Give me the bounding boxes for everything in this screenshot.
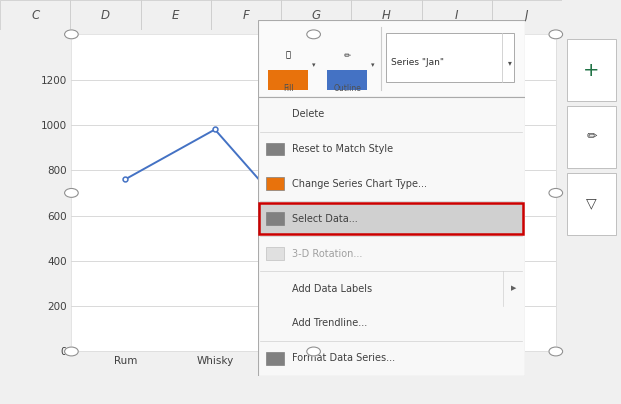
Text: Reset to Match Style: Reset to Match Style (292, 144, 394, 154)
Text: ▾: ▾ (371, 62, 374, 67)
Text: D: D (101, 8, 110, 22)
Text: C: C (31, 8, 39, 22)
Text: 3-D Rotation...: 3-D Rotation... (292, 248, 363, 259)
Bar (351, 0, 422, 30)
Circle shape (65, 189, 78, 198)
Bar (0, 0, 70, 30)
Text: ▾: ▾ (508, 58, 512, 67)
Bar (266, 213, 284, 225)
Circle shape (549, 189, 563, 198)
Text: ✏: ✏ (586, 130, 597, 143)
Bar (266, 177, 284, 190)
Bar (140, 0, 211, 30)
Text: Outline: Outline (333, 84, 361, 93)
Circle shape (549, 30, 563, 39)
Bar (422, 0, 492, 30)
Title: Jan: Jan (301, 12, 327, 30)
Text: G: G (312, 8, 320, 22)
FancyBboxPatch shape (258, 97, 525, 376)
Text: F: F (243, 8, 249, 22)
Text: I: I (455, 8, 458, 22)
Text: Select Data...: Select Data... (292, 214, 358, 224)
FancyBboxPatch shape (258, 20, 525, 97)
FancyBboxPatch shape (567, 173, 616, 235)
Circle shape (65, 347, 78, 356)
Text: H: H (382, 8, 391, 22)
FancyBboxPatch shape (386, 33, 514, 82)
Text: Fill: Fill (283, 84, 294, 93)
Text: 🪣: 🪣 (286, 50, 291, 59)
Circle shape (549, 347, 563, 356)
Text: Delete: Delete (292, 109, 325, 119)
Bar (211, 0, 281, 30)
Bar (281, 0, 351, 30)
Text: Change Series Chart Type...: Change Series Chart Type... (292, 179, 427, 189)
Bar (266, 352, 284, 365)
Bar (266, 247, 284, 260)
Text: +: + (583, 61, 600, 80)
Circle shape (307, 30, 320, 39)
Circle shape (65, 30, 78, 39)
Bar (268, 70, 309, 90)
FancyBboxPatch shape (259, 203, 524, 234)
Text: Add Data Labels: Add Data Labels (292, 284, 373, 294)
Circle shape (307, 347, 320, 356)
Bar (327, 70, 367, 90)
Text: Format Data Series...: Format Data Series... (292, 353, 396, 363)
Text: Series "Jan": Series "Jan" (391, 58, 444, 67)
FancyBboxPatch shape (567, 106, 616, 168)
Text: ▾: ▾ (312, 62, 315, 67)
Text: ▶: ▶ (511, 286, 517, 292)
Bar (70, 0, 140, 30)
Text: J: J (525, 8, 528, 22)
Bar (266, 143, 284, 156)
FancyBboxPatch shape (567, 39, 616, 101)
Text: Add Trendline...: Add Trendline... (292, 318, 368, 328)
Bar (492, 0, 562, 30)
Text: ▽: ▽ (586, 197, 597, 210)
Text: ✏: ✏ (343, 50, 351, 59)
Text: E: E (172, 8, 179, 22)
